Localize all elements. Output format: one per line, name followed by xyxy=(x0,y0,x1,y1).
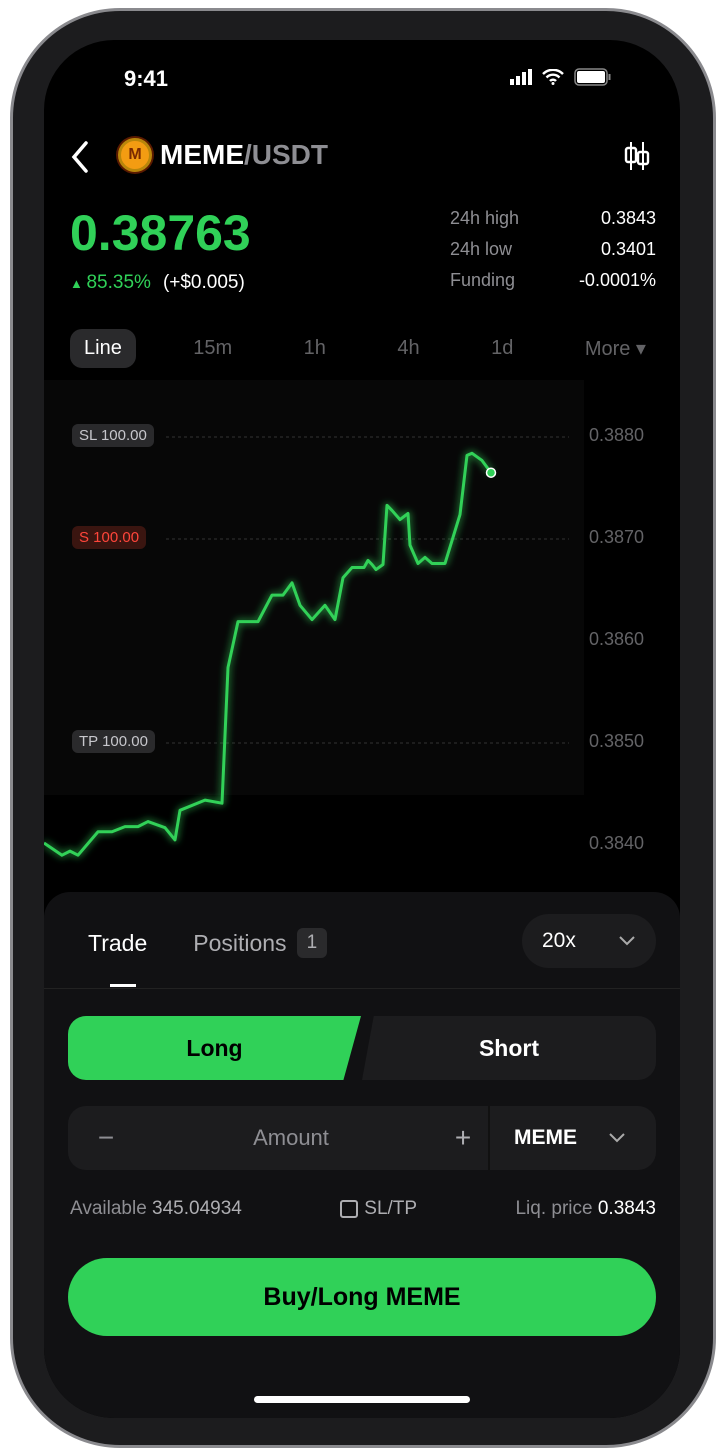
active-tab-indicator xyxy=(110,983,136,987)
meme-coin-logo: M xyxy=(118,138,152,172)
timeframe-tab[interactable]: 1d xyxy=(491,337,514,359)
trade-tabs: Trade Positions 1 xyxy=(88,928,328,987)
home-indicator xyxy=(254,1396,470,1403)
side-toggle: Long Short xyxy=(68,1016,656,1080)
decrease-button[interactable]: − xyxy=(97,1122,115,1153)
timeframe-tab[interactable]: 1h xyxy=(303,337,326,359)
timeframe-tab[interactable]: Line xyxy=(70,329,136,368)
ticker-stats: 24h high 0.3843 24h low 0.3401 Funding -0.000… xyxy=(450,208,656,301)
timeframe-tab[interactable]: 15m xyxy=(193,337,233,359)
stat-label: 24h low xyxy=(450,239,513,259)
available-balance: Available 345.04934 xyxy=(70,1198,242,1219)
buy-long-button[interactable]: Buy/Long MEME xyxy=(68,1258,656,1336)
wifi-icon xyxy=(542,69,564,85)
screen: 9:41 M MEME/USDT 0.38763 ▲ 85.35% (+$0.0… xyxy=(44,40,680,1418)
stat-label: 24h high xyxy=(450,208,520,228)
liquidation-price: Liq. price 0.3843 xyxy=(515,1198,656,1219)
trade-panel: Trade Positions 1 20x Long Short − Amount… xyxy=(44,892,680,1418)
stat-row: 24h low 0.3401 xyxy=(450,239,656,270)
price-change: ▲ 85.35% (+$0.005) xyxy=(70,272,245,294)
pair-title[interactable]: M MEME/USDT xyxy=(118,138,328,172)
last-price: 0.38763 xyxy=(70,205,251,261)
amount-input-group: − Amount + MEME xyxy=(68,1106,656,1170)
timeframe-tab[interactable]: More ▾ xyxy=(584,338,646,360)
tab-trade[interactable]: Trade xyxy=(88,930,147,987)
amount-input[interactable]: Amount xyxy=(253,1125,329,1150)
back-button[interactable] xyxy=(68,140,92,174)
stat-row: Funding -0.0001% xyxy=(450,270,656,301)
price-chart[interactable] xyxy=(44,40,680,892)
status-icons xyxy=(510,68,612,86)
base-symbol: MEME xyxy=(160,139,244,170)
chart-area xyxy=(44,380,584,795)
stat-value: 0.3401 xyxy=(600,239,656,259)
timeframe-tabs: Line 15m 1h 4h 1d More ▾ xyxy=(70,328,660,369)
currency-select[interactable]: MEME xyxy=(488,1106,656,1170)
positions-count-badge: 1 xyxy=(296,928,328,958)
y-tick-label: 0.3850 xyxy=(589,731,645,751)
chevron-down-icon xyxy=(619,936,635,946)
short-button[interactable]: Short xyxy=(362,1016,656,1080)
dynamic-island xyxy=(262,40,462,108)
sltp-checkbox[interactable]: SL/TP xyxy=(340,1198,417,1220)
last-price-dot xyxy=(485,467,497,478)
y-tick-label: 0.3840 xyxy=(589,833,645,853)
y-tick-label: 0.3860 xyxy=(589,629,645,649)
tab-positions[interactable]: Positions 1 xyxy=(193,928,328,958)
checkbox-icon xyxy=(340,1200,359,1218)
signal-icon xyxy=(510,69,532,85)
stat-value: -0.0001% xyxy=(578,270,656,290)
price-line xyxy=(44,451,493,857)
stat-value: 0.3843 xyxy=(600,208,656,228)
timeframe-tab[interactable]: 4h xyxy=(397,337,420,359)
battery-icon xyxy=(574,68,611,86)
change-pct: ▲ 85.35% xyxy=(70,272,151,293)
divider xyxy=(44,988,680,989)
stat-row: 24h high 0.3843 xyxy=(450,208,656,239)
change-abs: (+$0.005) xyxy=(162,272,245,293)
quote-symbol: /USDT xyxy=(244,139,328,170)
stat-label: Funding xyxy=(450,270,516,290)
long-button[interactable]: Long xyxy=(68,1016,361,1080)
chevron-down-icon xyxy=(609,1133,625,1143)
increase-button[interactable]: + xyxy=(454,1122,472,1153)
order-line-tag[interactable]: TP 100.00 xyxy=(72,730,155,753)
y-tick-label: 0.3880 xyxy=(589,425,645,445)
order-line-tag[interactable]: SL 100.00 xyxy=(72,424,154,447)
candlestick-icon[interactable] xyxy=(622,140,652,172)
leverage-select[interactable]: 20x xyxy=(522,914,656,968)
order-info: Available 345.04934 SL/TP Liq. price 0.3… xyxy=(70,1198,656,1220)
order-line-tag[interactable]: S 100.00 xyxy=(72,526,147,549)
up-triangle-icon: ▲ xyxy=(70,276,87,291)
y-tick-label: 0.3870 xyxy=(589,527,645,547)
status-time: 9:41 xyxy=(124,66,169,91)
